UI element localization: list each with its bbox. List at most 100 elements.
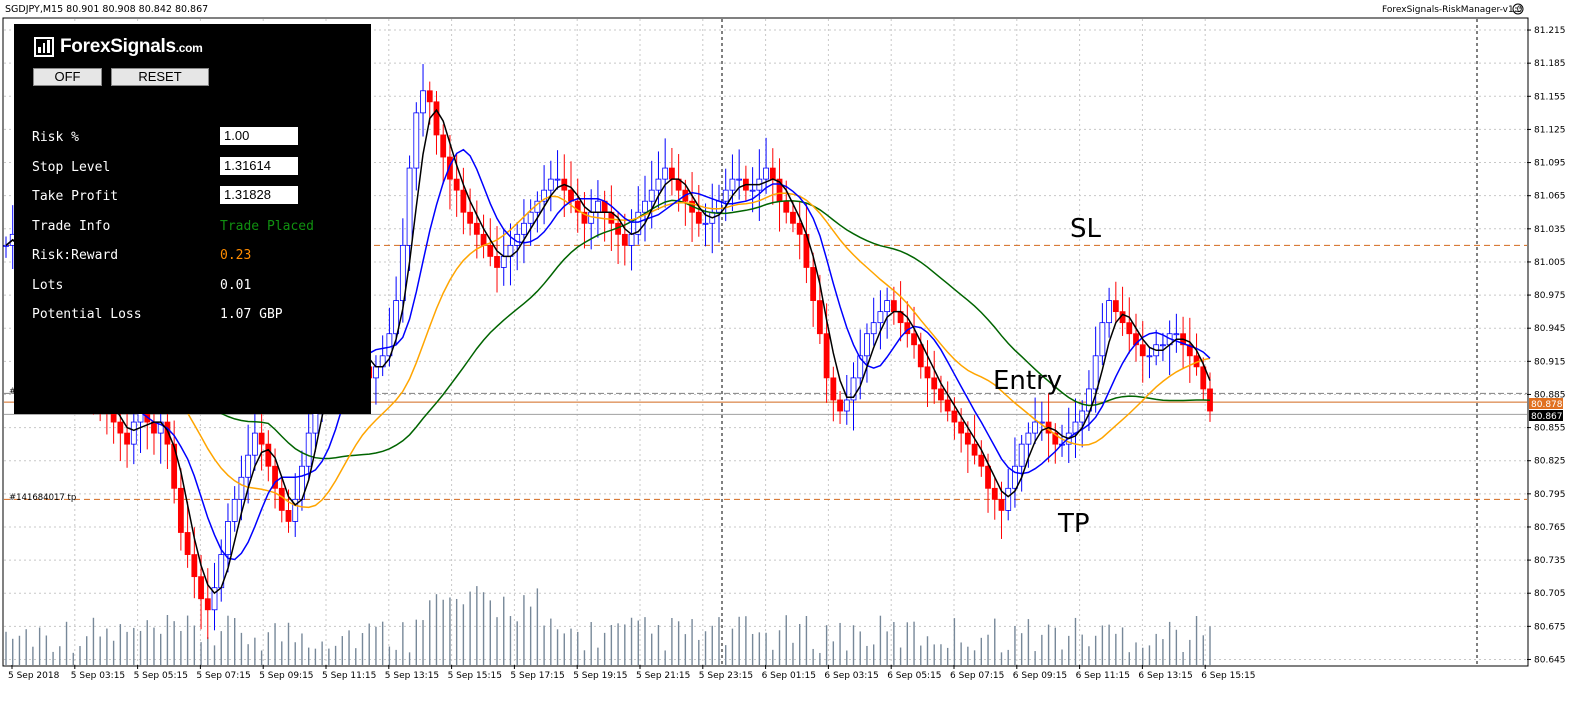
potential-loss-label: Potential Loss	[32, 307, 142, 322]
candle-body	[985, 465, 991, 489]
candle-body	[211, 587, 218, 611]
entry-price-tag: 80.878	[1529, 398, 1563, 410]
candle-body	[642, 200, 648, 213]
candle-body	[258, 432, 265, 445]
candle-body	[857, 355, 864, 379]
candle-body	[278, 487, 285, 511]
candle-body	[783, 200, 790, 213]
x-tick-label: 5 Sep 11:15	[322, 671, 376, 681]
candle-body	[736, 178, 743, 181]
take-profit-input[interactable]: 1.31828	[220, 186, 298, 204]
candle-body	[433, 101, 440, 136]
y-tick-label: 80.885	[1534, 390, 1566, 400]
y-tick-label: 80.945	[1534, 324, 1566, 334]
candle-body	[164, 421, 171, 445]
candle-body	[1133, 333, 1139, 346]
candle-body	[225, 521, 231, 555]
x-tick-label: 5 Sep 19:15	[573, 671, 627, 681]
y-tick-label: 81.185	[1534, 59, 1566, 69]
x-tick-label: 6 Sep 15:15	[1201, 671, 1255, 681]
candle-body	[1146, 355, 1153, 358]
y-tick-label: 80.645	[1534, 655, 1566, 665]
candle-body	[998, 498, 1005, 511]
y-tick-label: 80.765	[1534, 523, 1566, 533]
candle-body	[796, 222, 803, 235]
price-axis: 81.215 81.185 81.155 81.125 81.095 81.065 81.0…	[1527, 26, 1566, 665]
y-tick-label: 81.065	[1534, 192, 1566, 202]
take-profit-label: Take Profit	[32, 189, 119, 204]
candle-body	[568, 189, 574, 202]
ma-black-line	[5, 108, 1211, 595]
candle-body	[790, 211, 796, 224]
candle-body	[3, 244, 9, 247]
candle-body	[635, 211, 642, 235]
candle-body	[1025, 432, 1032, 445]
risk-percent-label: Risk %	[32, 130, 79, 145]
candle-body	[1092, 355, 1099, 390]
candle-body	[500, 256, 507, 268]
risk-percent-input[interactable]: 1.00	[220, 127, 298, 145]
candle-body	[823, 333, 830, 379]
candle-body	[621, 233, 628, 246]
candle-body	[628, 233, 635, 246]
candle-body	[890, 300, 897, 313]
risk-reward-value: 0.23	[220, 248, 252, 263]
forexsignals-logo: ForexSignals.com	[34, 34, 244, 60]
reset-button[interactable]: RESET	[111, 68, 209, 86]
y-tick-label: 81.155	[1534, 92, 1566, 102]
time-axis: 5 Sep 2018 5 Sep 03:15 5 Sep 05:15 5 Sep 07…	[8, 665, 1256, 681]
candle-body	[191, 554, 198, 578]
candle-body	[130, 421, 137, 445]
x-tick-label: 5 Sep 23:15	[699, 671, 753, 681]
candle-body	[272, 465, 278, 489]
candle-body	[420, 90, 426, 114]
candle-body	[944, 399, 951, 412]
x-tick-label: 5 Sep 21:15	[636, 671, 690, 681]
candle-body	[864, 333, 870, 357]
candle-body	[413, 112, 420, 169]
candle-body	[769, 167, 776, 180]
candle-body	[722, 189, 729, 202]
candle-body	[763, 167, 769, 180]
ma-blue-line	[5, 148, 1211, 561]
candle-body	[292, 498, 299, 522]
candle-body	[460, 189, 467, 213]
candle-body	[1200, 366, 1207, 390]
x-tick-label: 6 Sep 09:15	[1013, 671, 1067, 681]
candle-body	[285, 510, 292, 522]
candle-body	[931, 377, 938, 390]
candle-body	[1099, 322, 1106, 357]
stop-level-input[interactable]: 1.31614	[220, 157, 298, 175]
chart-grid	[4, 19, 1527, 665]
lots-value: 0.01	[220, 278, 252, 293]
x-tick-label: 5 Sep 07:15	[196, 671, 250, 681]
candle-body	[837, 399, 843, 412]
candle-body	[245, 454, 252, 478]
x-tick-label: 6 Sep 11:15	[1076, 671, 1130, 681]
candle-body	[581, 211, 588, 224]
ma-orange-line	[5, 192, 1211, 509]
candle-body	[447, 156, 453, 180]
logo-text: ForexSignals.com	[60, 36, 203, 57]
off-button[interactable]: OFF	[33, 68, 102, 86]
candle-body	[204, 598, 211, 611]
y-tick-label: 80.915	[1534, 357, 1566, 367]
x-tick-label: 5 Sep 03:15	[71, 671, 125, 681]
candle-body	[595, 200, 601, 213]
indicator-name: ForexSignals-RiskManager-v1.0	[1382, 5, 1523, 15]
trade-info-value: Trade Placed	[220, 219, 314, 234]
candle-body	[117, 421, 124, 434]
candle-body	[386, 333, 393, 357]
candle-body	[265, 443, 272, 467]
candle-body	[971, 443, 978, 456]
candle-body	[541, 189, 548, 202]
candle-body	[480, 233, 487, 246]
candle-body	[1139, 344, 1146, 357]
y-tick-label: 80.675	[1534, 622, 1566, 632]
candle-body	[521, 222, 527, 235]
candle-body	[964, 432, 971, 445]
y-tick-label: 81.005	[1534, 258, 1566, 268]
candle-body	[473, 222, 480, 235]
candle-body	[177, 487, 184, 533]
candle-body	[716, 200, 722, 213]
